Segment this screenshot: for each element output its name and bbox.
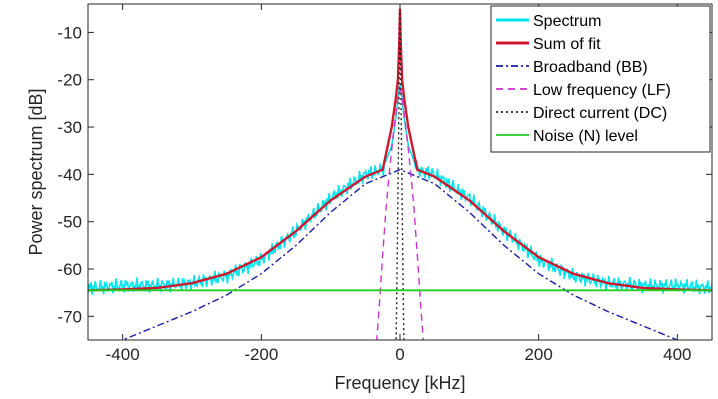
legend-label-1: Sum of fit <box>533 36 601 53</box>
x-axis-label: Frequency [kHz] <box>334 373 465 393</box>
legend-label-0: Spectrum <box>533 13 601 30</box>
y-tick-label: -10 <box>57 23 82 42</box>
x-tick-label: 0 <box>395 345 404 364</box>
y-axis-label: Power spectrum [dB] <box>26 88 46 255</box>
y-tick-label: -40 <box>57 165 82 184</box>
x-tick-label: -400 <box>106 345 140 364</box>
x-tick-label: -200 <box>244 345 278 364</box>
series-line-2 <box>120 168 680 340</box>
series-line-3 <box>376 86 424 340</box>
y-tick-label: -70 <box>57 307 82 326</box>
legend: Spectrum Sum of fit Broadband (BB) Low freq… <box>490 5 711 153</box>
legend-box <box>490 5 711 153</box>
y-tick-label: -50 <box>57 213 82 232</box>
y-tick-label: -30 <box>57 118 82 137</box>
legend-label-5: Noise (N) level <box>533 128 638 145</box>
y-tick-label: -60 <box>57 260 82 279</box>
series-line-0 <box>88 84 712 295</box>
legend-label-4: Direct current (DC) <box>533 105 667 122</box>
legend-label-3: Low frequency (LF) <box>533 82 671 99</box>
x-tick-label: 400 <box>663 345 691 364</box>
plot-frame <box>87 3 713 341</box>
legend-label-2: Broadband (BB) <box>533 59 648 76</box>
y-tick-label: -20 <box>57 71 82 90</box>
x-tick-label: 200 <box>524 345 552 364</box>
